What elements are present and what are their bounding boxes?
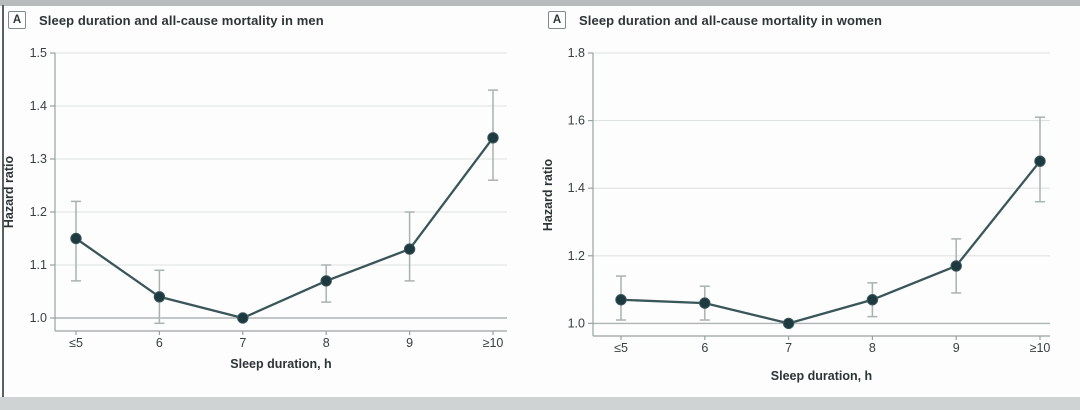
data-point <box>237 312 249 324</box>
chart-title-women: Sleep duration and all-cause mortality i… <box>579 12 883 28</box>
data-point <box>70 232 82 245</box>
data-point <box>153 291 166 303</box>
y-axis-label: Hazard ratio <box>2 156 16 229</box>
y-tick-label: 1.2 <box>568 249 585 263</box>
panel-label-box-women: A <box>548 11 566 29</box>
y-tick-label: 1.0 <box>30 311 47 325</box>
data-point <box>403 243 416 255</box>
x-tick-label: 8 <box>323 336 330 350</box>
y-tick-label: 1.1 <box>30 258 47 272</box>
y-tick-label: 1.8 <box>568 46 585 60</box>
data-point <box>487 132 499 144</box>
y-tick-label: 1.4 <box>568 181 585 195</box>
data-point <box>866 294 879 306</box>
x-tick-label: 9 <box>406 336 413 350</box>
x-tick-label: 7 <box>239 336 246 350</box>
data-point <box>1034 155 1046 167</box>
chart-men: 1.0 1.1 1.2 1.3 1.4 1.5 ≤5 6 7 8 9 ≥10 Hazard ratio S… <box>2 46 507 371</box>
y-tick-label: 1.2 <box>30 205 47 219</box>
data-point <box>615 294 627 306</box>
panel-header-women: A Sleep duration and all-cause mortality… <box>548 11 882 29</box>
y-tick-label: 1.4 <box>30 99 47 113</box>
x-tick-label: 8 <box>869 341 876 355</box>
data-point <box>782 317 795 330</box>
chart-title-men: Sleep duration and all-cause mortality i… <box>39 12 324 28</box>
panel-label-box-men: A <box>8 11 26 29</box>
data-point <box>950 260 962 272</box>
x-tick-label: 6 <box>701 341 708 355</box>
y-tick-label: 1.3 <box>30 152 47 166</box>
top-border-strip <box>0 0 1080 6</box>
x-tick-label: 7 <box>785 341 792 355</box>
x-tick-label: ≤5 <box>69 336 83 350</box>
y-tick-label: 1.6 <box>568 114 585 128</box>
y-tick-label: 1.0 <box>568 316 585 330</box>
left-border-line <box>2 5 4 410</box>
data-point <box>320 275 332 287</box>
x-tick-label: ≥10 <box>483 336 504 350</box>
chart-women: 1.0 1.2 1.4 1.6 1.8 ≤5 6 7 8 9 ≥10 Hazard ratio Slee… <box>541 46 1051 383</box>
bottom-border-strip <box>0 397 1080 410</box>
y-axis-label: Hazard ratio <box>541 159 555 232</box>
data-point <box>699 297 711 309</box>
x-axis-label: Sleep duration, h <box>230 357 331 371</box>
panel-header-men: A Sleep duration and all-cause mortality… <box>8 11 324 29</box>
x-tick-label: ≥10 <box>1030 341 1051 355</box>
x-tick-label: ≤5 <box>614 341 628 355</box>
series-line <box>620 160 1041 325</box>
x-axis-label: Sleep duration, h <box>771 369 872 383</box>
x-tick-label: 9 <box>953 341 960 355</box>
series-line <box>75 137 494 320</box>
y-tick-label: 1.5 <box>30 46 47 60</box>
x-tick-label: 6 <box>156 336 163 350</box>
